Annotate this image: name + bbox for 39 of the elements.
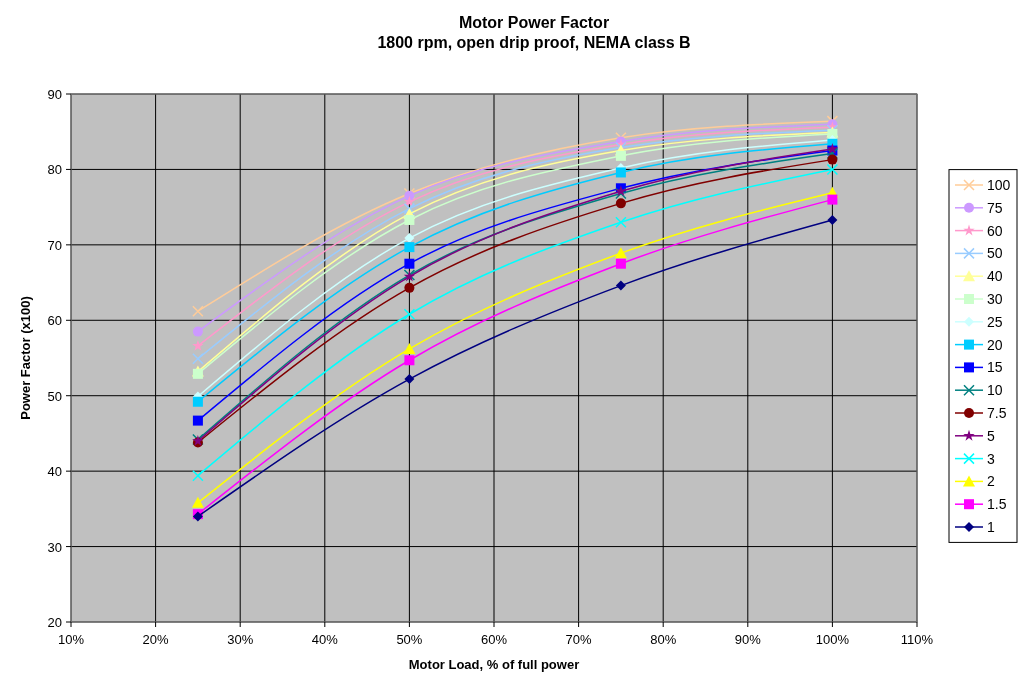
legend-label: 30 bbox=[987, 291, 1003, 307]
legend-label: 60 bbox=[987, 222, 1003, 239]
x-tick-label: 90% bbox=[734, 632, 762, 647]
x-tick-label: 100% bbox=[815, 632, 850, 647]
x-tick-label: 60% bbox=[480, 632, 508, 647]
y-tick-label: 20 bbox=[47, 615, 62, 630]
legend-label: 5 bbox=[987, 427, 995, 444]
x-tick-label: 10% bbox=[57, 632, 85, 647]
x-tick-label: 20% bbox=[142, 632, 170, 647]
legend-label: 40 bbox=[987, 268, 1003, 285]
x-tick-label: 50% bbox=[396, 632, 423, 647]
x-tick-label: 70% bbox=[565, 632, 593, 647]
legend-label: 2 bbox=[987, 473, 995, 490]
legend-label: 15 bbox=[987, 359, 1003, 376]
legend-label: 100 bbox=[987, 177, 1011, 193]
legend-label: 10 bbox=[987, 382, 1003, 399]
legend-label: 20 bbox=[987, 336, 1003, 353]
x-axis-title: Motor Load, % of full power bbox=[408, 657, 580, 672]
y-tick-label: 50 bbox=[47, 388, 62, 404]
legend-label: 75 bbox=[987, 199, 1003, 216]
x-tick-label: 110% bbox=[900, 632, 934, 647]
legend-label: 3 bbox=[987, 450, 995, 467]
y-axis-title: Power Factor (x100) bbox=[18, 296, 33, 420]
legend-label: 7.5 bbox=[987, 405, 1007, 421]
y-tick-label: 40 bbox=[47, 464, 62, 480]
legend-label: 25 bbox=[987, 313, 1003, 330]
chart-subtitle: 1800 rpm, open drip proof, NEMA class B bbox=[377, 34, 691, 51]
legend-label: 50 bbox=[987, 245, 1003, 262]
legend-label: 1 bbox=[987, 519, 995, 535]
y-tick-label: 30 bbox=[47, 539, 62, 555]
y-tick-label: 60 bbox=[47, 313, 62, 329]
x-tick-label: 40% bbox=[311, 632, 339, 647]
x-tick-label: 30% bbox=[227, 632, 254, 647]
y-tick-label: 80 bbox=[47, 162, 62, 178]
x-tick-label: 80% bbox=[650, 632, 677, 647]
chart-title: Motor Power Factor bbox=[458, 14, 610, 31]
y-tick-label: 90 bbox=[47, 87, 62, 102]
legend-label: 1.5 bbox=[987, 496, 1007, 513]
y-tick-label: 70 bbox=[47, 237, 62, 253]
